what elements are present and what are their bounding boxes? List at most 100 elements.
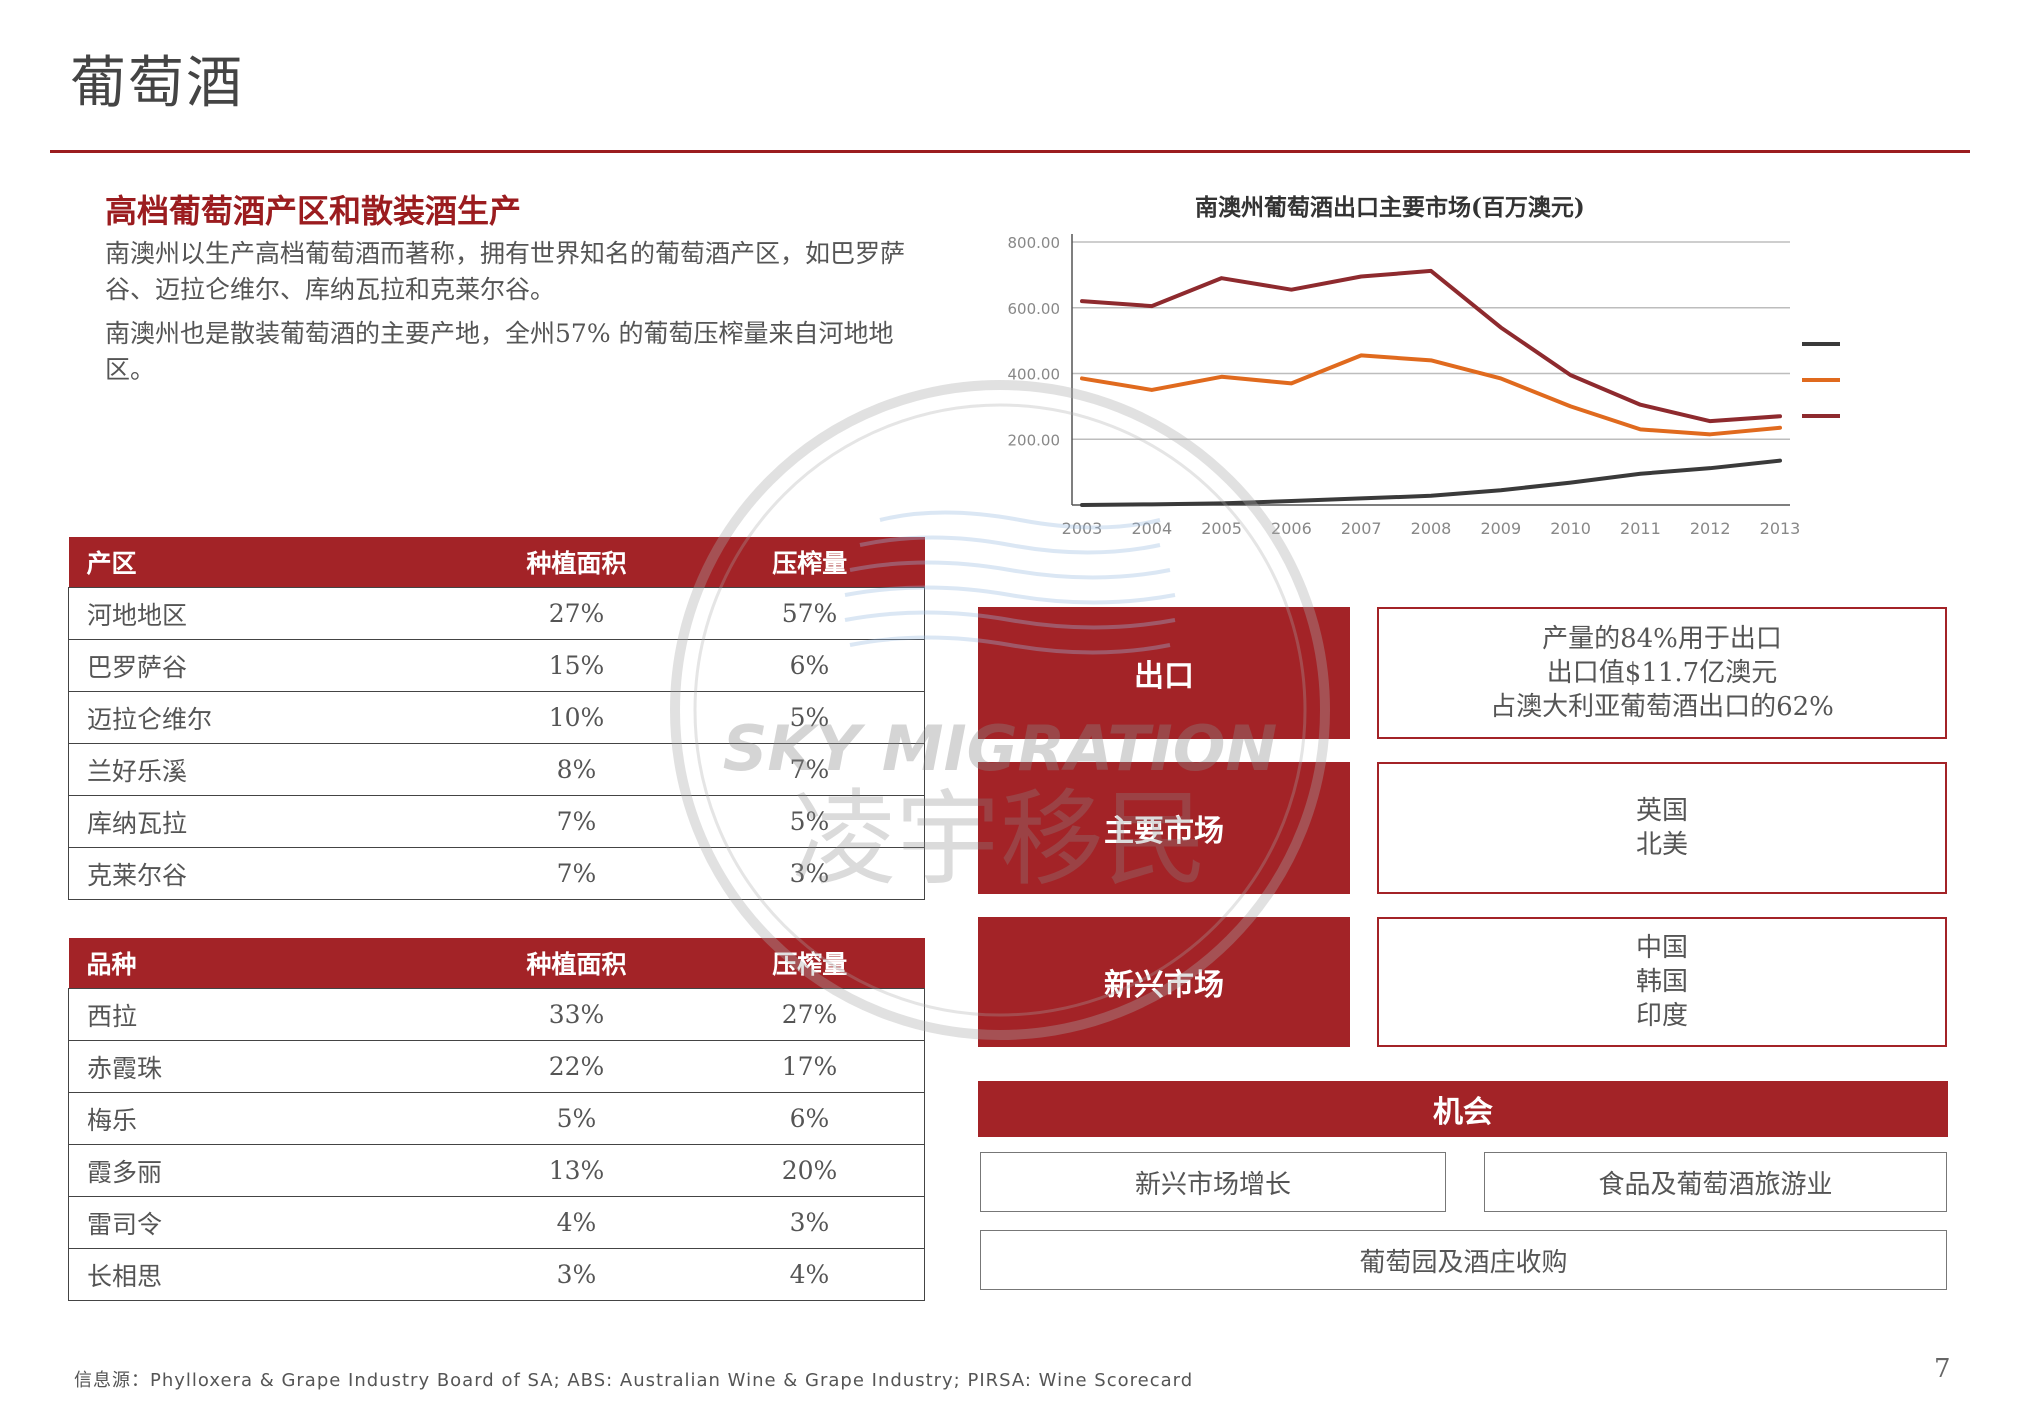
region-area: 8%	[458, 743, 695, 796]
table-row: 兰好乐溪 8% 7%	[68, 743, 925, 796]
x-tick-label: 2012	[1690, 519, 1731, 538]
region-table-header: 产区 种植面积 压榨量	[68, 537, 925, 588]
y-tick-label: 200.00	[1008, 431, 1061, 449]
region-header-region: 产区	[68, 537, 458, 588]
y-tick-label: 600.00	[1008, 300, 1061, 318]
region-area: 7%	[458, 795, 695, 848]
region-name: 迈拉仑维尔	[68, 691, 458, 744]
bulk-wine-paragraph: 南澳州也是散装葡萄酒的主要产地，全州57% 的葡萄压榨量来自河地地区。	[105, 319, 894, 384]
y-tick-label: 800.00	[1008, 234, 1061, 252]
variety-name: 梅乐	[68, 1092, 458, 1145]
table-row: 河地地区 27% 57%	[68, 587, 925, 640]
variety-name: 赤霞珠	[68, 1040, 458, 1093]
x-tick-label: 2005	[1201, 519, 1242, 538]
variety-area: 22%	[458, 1040, 695, 1093]
variety-crush: 4%	[695, 1248, 925, 1301]
emerging-market-item: 韩国	[1635, 967, 1688, 997]
export-line: 产量的84%用于出口	[1542, 624, 1782, 654]
region-name: 克莱尔谷	[68, 847, 458, 900]
variety-crush: 27%	[695, 988, 925, 1041]
table-row: 雷司令 4% 3%	[68, 1196, 925, 1249]
variety-name: 雷司令	[68, 1196, 458, 1249]
x-tick-label: 2011	[1620, 519, 1661, 538]
source-note: 信息源：Phylloxera & Grape Industry Board of…	[74, 1370, 1194, 1391]
emerging-markets-label: 新兴市场	[978, 917, 1350, 1047]
table-row: 巴罗萨谷 15% 6%	[68, 639, 925, 692]
main-markets-label: 主要市场	[978, 762, 1350, 894]
y-tick-label: 400.00	[1008, 366, 1061, 384]
export-label: 出口	[978, 607, 1350, 739]
page-number: 7	[1934, 1354, 1951, 1384]
export-markets-chart: 800.00 600.00 400.00 200.00 2003 2004 2005 2006…	[1008, 234, 1840, 538]
main-market-item: 英国	[1635, 796, 1688, 826]
variety-header-crush: 压榨量	[695, 938, 925, 989]
main-markets-details: 英国 北美	[1377, 762, 1947, 894]
variety-name: 西拉	[68, 988, 458, 1041]
opportunity-item: 葡萄园及酒庄收购	[980, 1230, 1947, 1290]
region-area: 27%	[458, 587, 695, 640]
region-area: 15%	[458, 639, 695, 692]
variety-name: 长相思	[68, 1248, 458, 1301]
region-name: 河地地区	[68, 587, 458, 640]
region-area: 10%	[458, 691, 695, 744]
export-line: 出口值$11.7亿澳元	[1546, 658, 1778, 688]
x-tick-label: 2004	[1131, 519, 1172, 538]
variety-crush: 3%	[695, 1196, 925, 1249]
table-row: 赤霞珠 22% 17%	[68, 1040, 925, 1093]
region-crush: 6%	[695, 639, 925, 692]
emerging-market-item: 中国	[1635, 933, 1688, 963]
table-row: 迈拉仑维尔 10% 5%	[68, 691, 925, 744]
variety-area: 4%	[458, 1196, 695, 1249]
opportunity-item: 新兴市场增长	[980, 1152, 1446, 1212]
variety-area: 3%	[458, 1248, 695, 1301]
table-row: 西拉 33% 27%	[68, 988, 925, 1041]
page-title: 葡萄酒	[70, 51, 244, 116]
variety-table: 品种 种植面积 压榨量 西拉 33% 27% 赤霞珠 22% 17% 梅乐 5%…	[68, 938, 925, 1301]
table-row: 长相思 3% 4%	[68, 1248, 925, 1301]
region-name: 兰好乐溪	[68, 743, 458, 796]
opportunity-item: 食品及葡萄酒旅游业	[1484, 1152, 1947, 1212]
emerging-market-item: 印度	[1635, 1001, 1688, 1031]
table-row: 克莱尔谷 7% 3%	[68, 847, 925, 900]
variety-area: 13%	[458, 1144, 695, 1197]
table-row: 库纳瓦拉 7% 5%	[68, 795, 925, 848]
series-line-uk	[1080, 268, 1782, 424]
variety-area: 33%	[458, 988, 695, 1041]
x-tick-label: 2009	[1480, 519, 1521, 538]
main-market-item: 北美	[1635, 830, 1688, 860]
region-area: 7%	[458, 847, 695, 900]
region-header-crush: 压榨量	[695, 537, 925, 588]
variety-area: 5%	[458, 1092, 695, 1145]
region-name: 巴罗萨谷	[68, 639, 458, 692]
variety-crush: 6%	[695, 1092, 925, 1145]
x-tick-label: 2007	[1341, 519, 1382, 538]
region-crush: 57%	[695, 587, 925, 640]
variety-header-area: 种植面积	[458, 938, 695, 989]
x-tick-label: 2013	[1760, 519, 1801, 538]
variety-crush: 20%	[695, 1144, 925, 1197]
variety-name: 霞多丽	[68, 1144, 458, 1197]
region-table: 产区 种植面积 压榨量 河地地区 27% 57% 巴罗萨谷 15% 6% 迈拉仑…	[68, 537, 925, 900]
region-crush: 7%	[695, 743, 925, 796]
region-crush: 5%	[695, 691, 925, 744]
chart-title: 南澳州葡萄酒出口主要市场(百万澳元)	[1195, 194, 1585, 221]
region-crush: 3%	[695, 847, 925, 900]
intro-paragraph: 南澳州以生产高档葡萄酒而著称，拥有世界知名的葡萄酒产区，如巴罗萨谷、迈拉仑维尔、…	[105, 239, 906, 304]
variety-header-variety: 品种	[68, 938, 458, 989]
series-line-china	[1080, 458, 1782, 507]
region-header-area: 种植面积	[458, 537, 695, 588]
table-row: 梅乐 5% 6%	[68, 1092, 925, 1145]
x-tick-label: 2006	[1271, 519, 1312, 538]
variety-crush: 17%	[695, 1040, 925, 1093]
variety-table-header: 品种 种植面积 压榨量	[68, 938, 925, 989]
x-tick-label: 2010	[1550, 519, 1591, 538]
x-tick-label: 2003	[1062, 519, 1103, 538]
table-row: 霞多丽 13% 20%	[68, 1144, 925, 1197]
x-tick-label: 2008	[1411, 519, 1452, 538]
region-crush: 5%	[695, 795, 925, 848]
title-divider	[50, 150, 1970, 153]
export-line: 占澳大利亚葡萄酒出口的62%	[1490, 692, 1834, 722]
export-details: 产量的84%用于出口 出口值$11.7亿澳元 占澳大利亚葡萄酒出口的62%	[1377, 607, 1947, 739]
series-line-usa	[1080, 353, 1782, 437]
opportunities-header: 机会	[978, 1081, 1948, 1137]
